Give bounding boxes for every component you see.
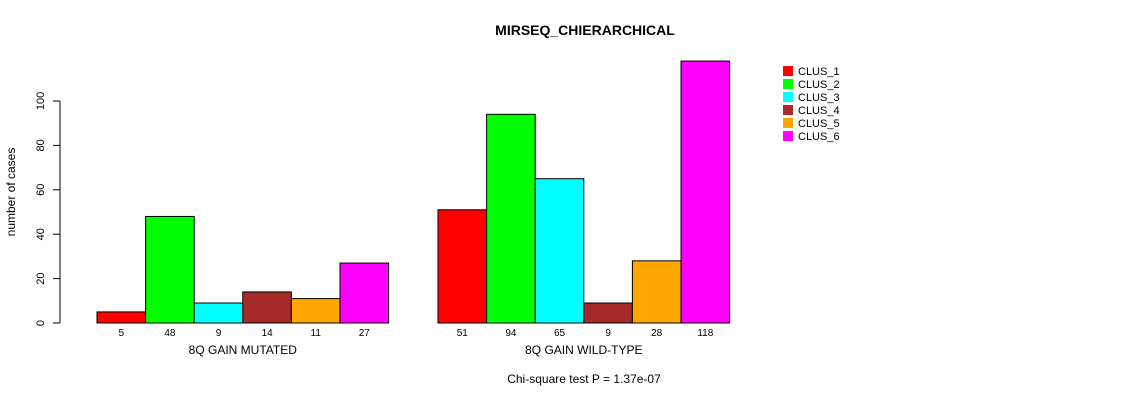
bar-clus-3-group-2 — [534, 178, 585, 324]
legend-swatch — [783, 131, 793, 141]
count-label: 11 — [311, 328, 322, 339]
bar-clus-1-group-2 — [437, 209, 488, 324]
bar-clus-4-group-2 — [583, 302, 633, 324]
bar-clus-6-group-1 — [339, 262, 390, 324]
legend-label: CLUS_5 — [798, 118, 840, 130]
count-label: 5 — [119, 328, 125, 339]
bar-clus-4-group-1 — [242, 291, 292, 324]
count-label: 51 — [457, 328, 469, 339]
legend-label: CLUS_2 — [798, 79, 840, 91]
y-axis-label: number of cases — [4, 148, 18, 237]
y-tick-label: 40 — [35, 228, 47, 240]
count-label: 9 — [216, 328, 222, 339]
bar-clus-2-group-1 — [145, 215, 195, 324]
legend-label: CLUS_4 — [798, 105, 840, 117]
count-label: 9 — [605, 328, 611, 339]
bar-clus-3-group-1 — [193, 302, 244, 324]
count-label: 27 — [359, 328, 371, 339]
count-label: 94 — [505, 328, 517, 339]
group-label: 8Q GAIN MUTATED — [189, 343, 298, 357]
chi-square-footer: Chi-square test P = 1.37e-07 — [507, 372, 661, 386]
count-label: 28 — [651, 328, 663, 339]
legend-swatch — [783, 79, 793, 89]
y-tick-label: 100 — [35, 92, 47, 110]
legend-label: CLUS_3 — [798, 92, 840, 104]
count-label: 65 — [554, 328, 566, 339]
y-tick-label: 20 — [35, 272, 47, 284]
legend-swatch — [783, 92, 793, 102]
group-label: 8Q GAIN WILD-TYPE — [525, 343, 642, 357]
chart-title: MIRSEQ_CHIERARCHICAL — [495, 22, 675, 38]
bar-clus-5-group-1 — [290, 298, 341, 324]
legend-swatch — [783, 105, 793, 115]
count-label: 48 — [164, 328, 176, 339]
y-tick-label: 80 — [35, 139, 47, 151]
count-label: 14 — [262, 328, 274, 339]
bar-clus-6-group-2 — [680, 60, 731, 324]
legend-swatch — [783, 118, 793, 128]
count-label: 118 — [697, 328, 713, 339]
legend-label: CLUS_1 — [798, 66, 840, 78]
legend-swatch — [783, 66, 793, 76]
count-labels: 5 48 9 14 11 27 51 94 65 9 28 118 — [119, 328, 714, 339]
bar-clus-1-group-1 — [96, 311, 147, 324]
bars — [96, 60, 731, 324]
legend-label: CLUS_6 — [798, 131, 840, 143]
bar-clus-2-group-2 — [486, 113, 536, 324]
y-axis: 0 20 40 60 80 100 — [35, 92, 61, 326]
group-labels: 8Q GAIN MUTATED 8Q GAIN WILD-TYPE — [189, 343, 643, 357]
bar-clus-5-group-2 — [631, 260, 682, 324]
y-tick-label: 60 — [35, 184, 47, 196]
y-tick-label: 0 — [35, 320, 47, 326]
